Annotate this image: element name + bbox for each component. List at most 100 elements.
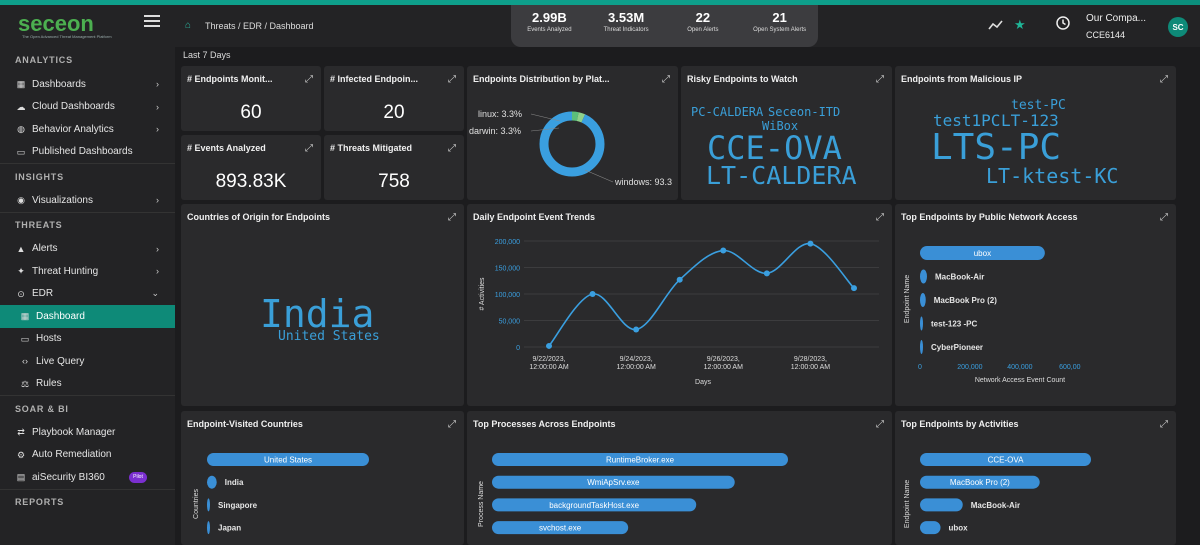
sidebar-item-live-query[interactable]: ‹› Live Query xyxy=(0,350,175,373)
sidebar-item-label: Threat Hunting xyxy=(32,265,99,277)
bar-macbook-pro-2- xyxy=(920,475,1040,489)
kpi-infected-endpoints: # Infected Endpoin... ⤢ 20 xyxy=(324,66,464,131)
chevron-right-icon: › xyxy=(156,124,159,135)
star-icon[interactable]: ★ xyxy=(1014,17,1026,32)
word-pc-caldera[interactable]: PC-CALDERA xyxy=(691,105,764,119)
card-title: Endpoint-Visited Countries xyxy=(187,419,303,429)
chevron-right-icon: › xyxy=(156,243,159,254)
word-lt-ktest-kc[interactable]: LT-ktest-KC xyxy=(986,164,1119,188)
avatar[interactable]: SC xyxy=(1168,17,1188,37)
word-india[interactable]: India xyxy=(260,292,375,336)
card-title: Endpoints from Malicious IP xyxy=(901,74,1023,84)
sidebar-item-label: Dashboards xyxy=(32,78,86,90)
expand-icon[interactable]: ⤢ xyxy=(1160,74,1168,85)
bar-label-backgroundtaskhost-exe: backgroundTaskHost.exe xyxy=(549,501,639,510)
word-test-pc[interactable]: test-PC xyxy=(1011,98,1066,113)
platform-distribution-card: Endpoints Distribution by Plat... ⤢ linu… xyxy=(467,66,678,200)
home-icon[interactable]: ⌂ xyxy=(185,20,192,31)
word-wibox[interactable]: WiBox xyxy=(762,119,799,133)
word-united-states[interactable]: United States xyxy=(278,329,380,344)
stat-open-system-alerts[interactable]: 21 Open System Alerts xyxy=(741,5,818,47)
x-tick-time: 12:00:00 AM xyxy=(616,364,655,371)
org-name: Our Compa... xyxy=(1086,13,1147,24)
top-activities-chart: Endpoint Name CCE-OVA MacBook Pro (2) MacBo… xyxy=(904,453,1091,535)
sidebar-item-visualizations[interactable]: ◉ Visualizations › xyxy=(0,189,175,212)
public-network-card: Top Endpoints by Public Network Access ⤢… xyxy=(895,204,1176,406)
bar-india xyxy=(207,475,217,489)
donut-label-darwin: darwin: 3.3% xyxy=(469,126,521,136)
alert-icon: ▲ xyxy=(16,243,26,254)
sidebar-item-aisecurity-bi360[interactable]: ▤ aiSecurity BI360 Pilot xyxy=(0,466,175,489)
sidebar-item-auto-remediation[interactable]: ⚙ Auto Remediation xyxy=(0,444,175,467)
data-point-9/23/2023 xyxy=(589,291,596,297)
hunting-icon: ✦ xyxy=(17,266,25,277)
sidebar-item-threat-hunting[interactable]: ✦ Threat Hunting › xyxy=(0,260,175,283)
event-trends-chart: 0 50,000 100,000 150,000 200,000 # Activities… xyxy=(479,239,879,386)
bar-united-states xyxy=(207,453,369,466)
trend-icon[interactable] xyxy=(988,19,1003,34)
behavior-icon: ◍ xyxy=(17,124,25,135)
sidebar-item-behavior-analytics[interactable]: ◍ Behavior Analytics › xyxy=(0,118,175,141)
word-lt-123[interactable]: LT-123 xyxy=(1001,111,1059,130)
word-lt-caldera[interactable]: LT-CALDERA xyxy=(706,161,857,190)
stat-events-analyzed[interactable]: 2.99B Events Analyzed xyxy=(511,5,588,47)
word-cce-ova[interactable]: CCE-OVA xyxy=(707,129,842,167)
word-seceon-itd[interactable]: Seceon-ITD xyxy=(768,105,841,119)
pilot-badge: Pilot xyxy=(129,471,147,483)
data-point-9/27/2023 xyxy=(763,270,770,277)
sidebar-item-published-dashboards[interactable]: ▭ Published Dashboards xyxy=(0,141,175,164)
donut-slice-windows xyxy=(539,111,605,177)
expand-icon[interactable]: ⤢ xyxy=(1160,212,1168,223)
word-test1pc[interactable]: test1PC xyxy=(933,111,1001,130)
sidebar-item-hosts[interactable]: ▭ Hosts xyxy=(0,328,175,351)
sidebar-item-dashboards[interactable]: ▦ Dashboards › xyxy=(0,73,175,96)
clock-icon[interactable] xyxy=(1056,16,1070,33)
card-title: Top Processes Across Endpoints xyxy=(473,419,616,429)
sidebar-item-rules[interactable]: ⚖ Rules xyxy=(0,373,175,396)
expand-icon[interactable]: ⤢ xyxy=(876,212,884,223)
expand-icon[interactable]: ⤢ xyxy=(876,419,884,430)
kpi-value: 893.83K xyxy=(215,171,287,192)
logo[interactable]: seceon The Open Advanced Threat Manageme… xyxy=(0,0,175,47)
expand-icon[interactable]: ⤢ xyxy=(876,74,884,85)
stat-value: 3.53M xyxy=(608,10,645,25)
expand-icon[interactable]: ⤢ xyxy=(1160,419,1168,430)
monitor-icon: ▭ xyxy=(20,333,30,344)
sidebar-item-playbook-manager[interactable]: ⇄ Playbook Manager xyxy=(0,421,175,444)
data-point-9/28/2023 xyxy=(807,240,814,247)
sidebar-item-dashboard[interactable]: ▦ Dashboard xyxy=(0,305,175,328)
nav-section-title: ANALYTICS xyxy=(15,55,73,65)
word-lts-pc[interactable]: LTS-PC xyxy=(931,127,1062,168)
x-tick-date: 9/22/2023, xyxy=(532,356,565,363)
bar-label-macbook-air: MacBook-Air xyxy=(971,501,1020,510)
breadcrumb-text[interactable]: Threats / EDR / Dashboard xyxy=(205,21,314,31)
expand-icon[interactable]: ⤢ xyxy=(305,143,313,154)
stat-open-alerts[interactable]: 22 Open Alerts xyxy=(665,5,742,47)
stat-threat-indicators[interactable]: 3.53M Threat Indicators xyxy=(588,5,665,47)
stat-label: Open System Alerts xyxy=(753,27,807,33)
menu-icon[interactable] xyxy=(144,15,160,28)
stats-panel: 2.99B Events Analyzed 3.53M Threat Indicato… xyxy=(511,5,818,47)
sidebar-item-alerts[interactable]: ▲ Alerts › xyxy=(0,238,175,261)
top-processes-card: Top Processes Across Endpoints ⤢ Process… xyxy=(467,411,892,545)
expand-icon[interactable]: ⤢ xyxy=(448,212,456,223)
card-title: Top Endpoints by Public Network Access xyxy=(901,212,1078,222)
bar-backgroundtaskhost-exe xyxy=(492,498,697,512)
y-tick-label: 50,000 xyxy=(499,319,521,326)
expand-icon[interactable]: ⤢ xyxy=(305,74,313,85)
data-point-9/25/2023 xyxy=(676,276,683,283)
expand-icon[interactable]: ⤢ xyxy=(448,143,456,154)
sidebar-item-edr[interactable]: ⊙ EDR ⌄ xyxy=(0,283,175,306)
malicious-ip-card: Endpoints from Malicious IP ⤢ test-PC te… xyxy=(895,66,1176,200)
sidebar-item-cloud-dashboards[interactable]: ☁ Cloud Dashboards › xyxy=(0,96,175,119)
y-axis-label: Endpoint Name xyxy=(904,275,911,323)
stat-value: 2.99B xyxy=(532,10,567,25)
expand-icon[interactable]: ⤢ xyxy=(448,419,456,430)
organization-selector[interactable]: Our Compa... CCE6144 xyxy=(1086,11,1146,43)
expand-icon[interactable]: ⤢ xyxy=(448,74,456,85)
expand-icon[interactable]: ⤢ xyxy=(662,74,670,85)
breadcrumb: ⌂ Threats / EDR / Dashboard xyxy=(185,20,314,32)
sidebar-item-label: Playbook Manager xyxy=(32,426,116,438)
data-point-9/22/2023 xyxy=(546,342,552,349)
kpi-events-analyzed: # Events Analyzed ⤢ 893.83K xyxy=(181,135,321,200)
